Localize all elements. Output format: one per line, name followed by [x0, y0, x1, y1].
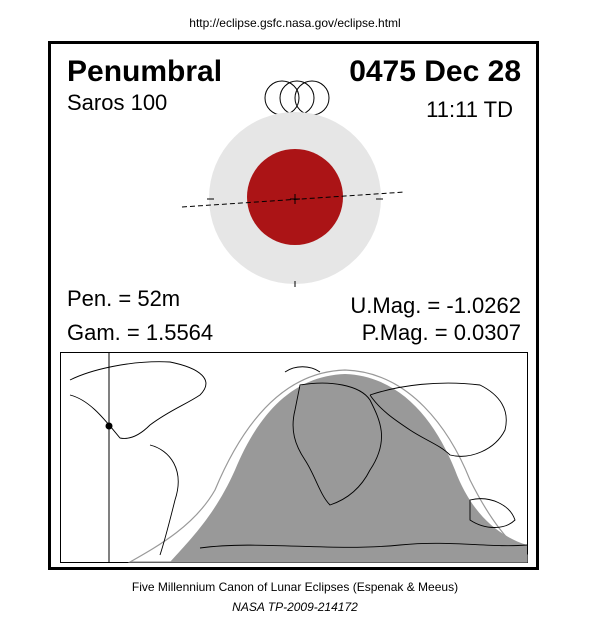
gamma: Gam. = 1.5564 — [67, 320, 213, 345]
axis-ticks — [207, 194, 383, 287]
umbral-magnitude: U.Mag. = -1.0262 — [350, 293, 521, 318]
penumbral-magnitude: P.Mag. = 0.0307 — [362, 320, 521, 345]
pen-duration: Pen. = 52m — [67, 286, 180, 311]
eclipse-date: 0475 Dec 28 — [349, 55, 521, 88]
moon-path — [181, 191, 406, 208]
world-map — [60, 352, 528, 563]
time: 11:11 TD — [426, 97, 513, 122]
footer-reference: NASA TP-2009-214172 — [232, 600, 358, 614]
footer-title: Five Millennium Canon of Lunar Eclipses … — [132, 580, 458, 594]
url: http://eclipse.gsfc.nasa.gov/eclipse.htm… — [189, 16, 400, 30]
eclipse-type: Penumbral — [67, 55, 222, 88]
saros: Saros 100 — [67, 90, 167, 115]
